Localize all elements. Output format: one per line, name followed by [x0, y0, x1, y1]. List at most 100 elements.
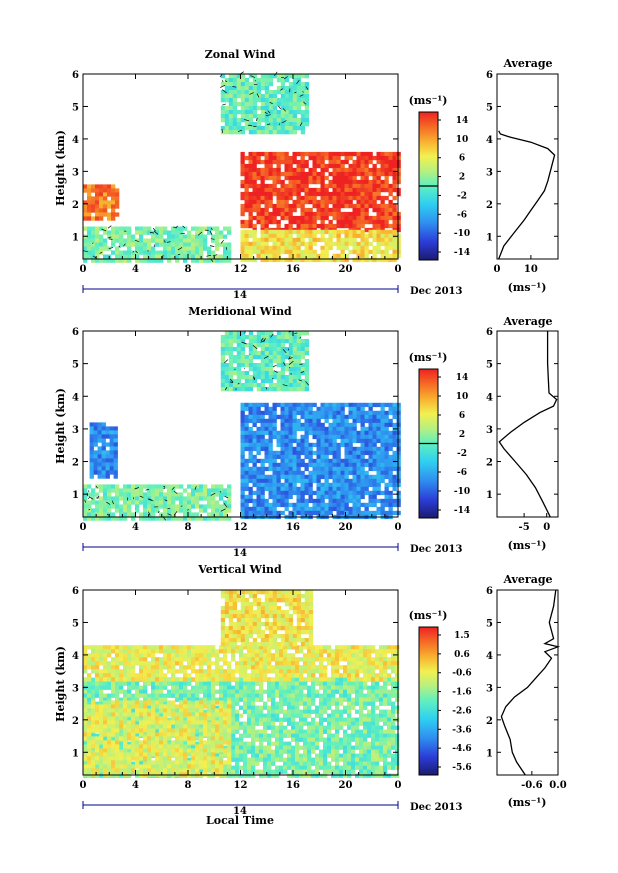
colorbar-tick-label: 0.6	[454, 650, 470, 660]
colorbar-gradient	[418, 626, 439, 776]
date-axis-ends	[82, 543, 399, 551]
date-axis-ends	[82, 801, 399, 809]
colorbar-tick-label: -5.6	[452, 763, 471, 773]
meridional-wind-average-title: Average	[502, 315, 552, 328]
meridional-wind-panel: Meridional Wind Height (km) 0 4 8 12 16 20 012…	[54, 305, 559, 559]
meridional-wind-units: (ms⁻¹)	[409, 351, 448, 364]
zero-contour	[82, 225, 228, 263]
average-x-tick-label: -5	[519, 522, 530, 533]
average-frame	[496, 589, 559, 776]
zonal-wind-average-title: Average	[502, 57, 552, 70]
colorbar-tick-label: -6	[457, 468, 467, 478]
colorbar-tick-label: 2	[459, 430, 465, 440]
average-profile-line	[498, 130, 556, 260]
y-tick-label: 3	[72, 425, 79, 436]
heatmap-region	[83, 484, 232, 521]
colorbar-tick-label: -1.6	[452, 688, 471, 698]
y-tick-label: 1	[72, 490, 79, 501]
zonal-wind-title: Zonal Wind	[205, 48, 276, 61]
heatmap-region	[240, 402, 401, 520]
average-y-tick-label: 2	[486, 716, 493, 727]
zonal-wind-average-profile: 1 2 3 4 5 6 0 10	[486, 70, 559, 275]
average-x-tick-label: 0	[494, 264, 501, 275]
vertical-wind-title: Vertical Wind	[197, 563, 282, 576]
y-tick-label: 3	[72, 683, 79, 694]
average-profile-line	[500, 589, 561, 776]
meridional-wind-date-axis: 14 Dec 2013	[82, 543, 462, 559]
date-axis-ends	[82, 285, 399, 293]
y-tick-label: 2	[72, 458, 79, 469]
average-x-tick-label: 0.0	[549, 780, 566, 791]
heatmap-region	[83, 184, 120, 221]
colorbar-tick-label: 14	[456, 116, 469, 126]
colorbar-tick-label: 10	[456, 392, 469, 402]
vertical-wind-average-xlabel: (ms⁻¹)	[508, 796, 547, 809]
meridional-wind-title: Meridional Wind	[188, 305, 292, 318]
y-tick-label: 6	[72, 70, 79, 81]
zero-contour	[84, 485, 229, 521]
y-tick-label: 1	[72, 748, 79, 759]
average-y-tick-label: 2	[486, 200, 493, 211]
meridional-wind-date-day: 14	[233, 548, 247, 559]
average-y-tick-label: 1	[486, 232, 493, 243]
average-y-tick-label: 5	[486, 360, 493, 371]
average-profile-line	[498, 331, 558, 518]
zonal-wind-heatmap	[82, 71, 401, 263]
local-time-xlabel: Local Time	[206, 814, 274, 827]
x-tick-label: 8	[185, 264, 192, 275]
meridional-wind-average-xlabel: (ms⁻¹)	[508, 539, 547, 552]
average-y-tick-label: 4	[486, 135, 493, 146]
y-tick-label: 2	[72, 716, 79, 727]
x-tick-label: 16	[286, 264, 300, 275]
heatmap-region	[219, 71, 310, 135]
x-tick-label: 12	[234, 780, 248, 791]
heatmap-region	[220, 590, 314, 647]
colorbar-tick-label: 6	[459, 154, 465, 164]
y-tick-label: 6	[72, 327, 79, 338]
heatmap-region	[240, 151, 401, 233]
x-tick-label: 8	[185, 780, 192, 791]
y-tick-label: 1	[72, 232, 79, 243]
zonal-wind-colorbar: 14 10 6 2 -2 -6 -10 -14	[418, 111, 470, 261]
y-tick-label: 4	[72, 392, 79, 403]
vertical-wind-date-label: Dec 2013	[410, 802, 462, 813]
x-tick-label: 20	[339, 522, 353, 533]
vertical-wind-average-title: Average	[502, 573, 552, 586]
zonal-wind-average-xlabel: (ms⁻¹)	[508, 281, 547, 294]
x-tick-label: 0	[395, 780, 402, 791]
x-tick-label: 0	[80, 522, 87, 533]
x-tick-label: 0	[395, 522, 402, 533]
colorbar-tick-label: -6	[457, 210, 467, 220]
average-y-tick-label: 1	[486, 748, 493, 759]
average-y-tick-label: 3	[486, 683, 493, 694]
colorbar-tick-label: -14	[454, 506, 470, 516]
colorbar-tick-label: 2	[459, 173, 465, 183]
colorbar-tick-label: -0.6	[452, 669, 471, 679]
heatmap-region	[89, 422, 118, 479]
zonal-wind-date-day: 14	[233, 290, 247, 301]
colorbar-tick-label: -2	[457, 449, 467, 459]
vertical-wind-colorbar: 1.5 0.6 -0.6 -1.6 -2.6 -3.6 -4.6 -5.6	[418, 626, 472, 776]
average-frame	[496, 330, 559, 518]
zonal-wind-date-axis: 14 Dec 2013	[82, 285, 462, 301]
colorbar-tick-label: 6	[459, 411, 465, 421]
y-tick-label: 4	[72, 651, 79, 662]
average-x-tick-label: 0	[543, 522, 550, 533]
average-x-tick-label: 10	[524, 264, 538, 275]
average-y-tick-label: 5	[486, 102, 493, 113]
x-tick-label: 0	[395, 264, 402, 275]
zonal-wind-ylabel: Height (km)	[54, 130, 67, 206]
colorbar-tick-label: -10	[454, 229, 470, 239]
colorbar-tick-label: -2.6	[452, 706, 471, 716]
colorbar-tick-label: -10	[454, 487, 470, 497]
x-tick-label: 20	[339, 780, 353, 791]
x-tick-label: 12	[234, 264, 248, 275]
x-tick-label: 4	[132, 264, 139, 275]
y-tick-label: 4	[72, 135, 79, 146]
x-tick-label: 16	[286, 522, 300, 533]
y-tick-label: 5	[72, 360, 79, 371]
